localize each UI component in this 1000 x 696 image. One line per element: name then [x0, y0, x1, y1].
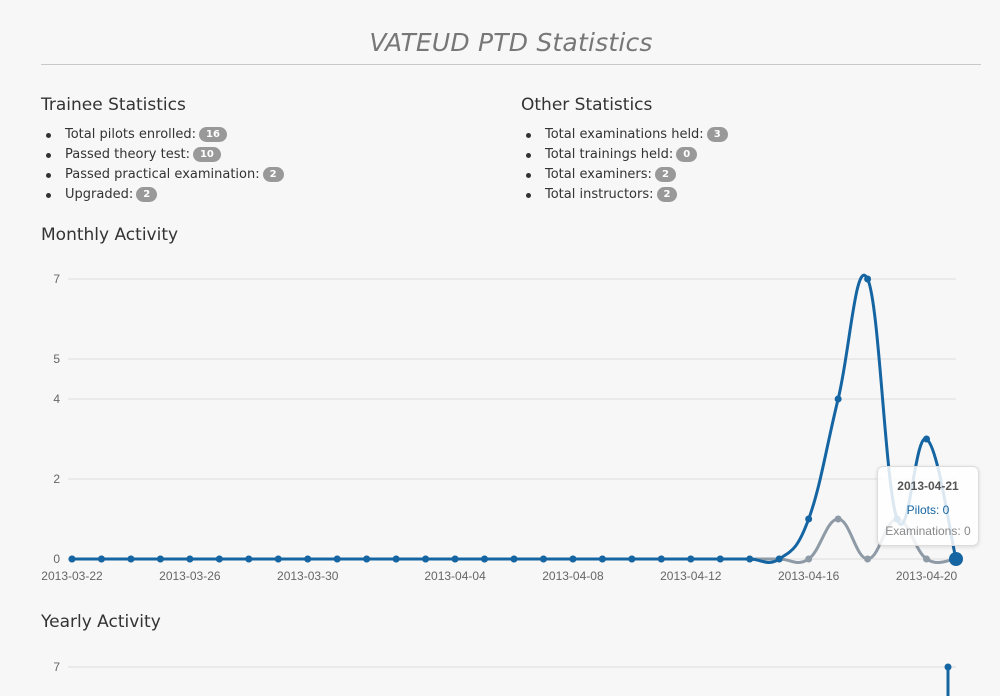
data-point-examinations: [864, 555, 872, 563]
data-point-pilots: [864, 275, 872, 283]
stat-count-badge: 0: [676, 147, 698, 162]
stat-label: Total instructors:: [545, 187, 654, 202]
tooltip-date: 2013-04-21: [897, 479, 959, 493]
data-point-examinations: [923, 555, 931, 563]
x-tick-label: 2013-04-04: [424, 569, 486, 583]
monthly-activity-heading: Monthly Activity: [41, 225, 179, 245]
stat-count-badge: 2: [654, 167, 676, 182]
data-point-pilots: [569, 555, 577, 563]
stat-count-badge: 2: [262, 167, 284, 182]
data-point-pilots: [127, 555, 135, 563]
stat-item: Total examiners: 2: [521, 165, 728, 185]
stat-label: Total examinations held:: [545, 127, 704, 142]
data-point-pilots: [834, 395, 842, 403]
data-point-pilots: [68, 555, 76, 563]
stat-item: Total pilots enrolled: 16: [41, 125, 284, 145]
stat-item: Passed theory test: 10: [41, 145, 284, 165]
y-tick-label: 4: [53, 392, 60, 406]
data-point-pilots: [628, 555, 636, 563]
data-point-pilots: [598, 555, 606, 563]
x-tick-label: 2013-04-08: [542, 569, 604, 583]
data-point-pilots: [775, 555, 783, 563]
data-point-pilots: [245, 555, 253, 563]
other-statistics-list: Total examinations held: 3 Total trainings…: [521, 125, 728, 205]
other-statistics-heading: Other Statistics: [521, 95, 653, 115]
stat-label: Total examiners:: [545, 167, 652, 182]
data-point-pilots: [746, 555, 754, 563]
stat-count-badge: 2: [136, 187, 158, 202]
data-point-pilots: [923, 435, 931, 443]
stat-label: Upgraded:: [65, 187, 134, 202]
y-tick-label: 2: [53, 472, 60, 486]
x-tick-label: 2013-04-16: [778, 569, 840, 583]
trainee-statistics-heading: Trainee Statistics: [41, 95, 186, 115]
title-divider: [41, 64, 981, 65]
yearly-activity-chart: 7: [53, 660, 956, 696]
stat-label: Passed practical examination:: [65, 167, 260, 182]
x-tick-label: 2013-03-26: [159, 569, 221, 583]
stat-item: Total instructors: 2: [521, 185, 728, 205]
y-tick-label: 7: [53, 272, 60, 286]
data-point-pilots: [481, 555, 489, 563]
chart-tooltip: 2013-04-21 Pilots: 0 Examinations: 0: [877, 466, 979, 546]
data-point-pilots: [944, 663, 952, 671]
data-point-pilots: [304, 555, 312, 563]
stat-count-badge: 3: [706, 127, 728, 142]
data-point-pilots: [186, 555, 194, 563]
monthly-activity-chart: 0 2 4 5 7 2013-03-22 2013-03-26 2013-03-30 2013-…: [41, 272, 963, 583]
data-point-pilots: [422, 555, 430, 563]
data-point-pilots: [156, 555, 164, 563]
data-point-pilots: [451, 555, 459, 563]
data-point-examinations: [834, 515, 842, 523]
x-tick-label: 2013-03-30: [277, 569, 339, 583]
data-point-pilots: [687, 555, 695, 563]
y-tick-label: 7: [53, 660, 60, 674]
data-point-pilots: [949, 552, 963, 566]
yearly-activity-heading: Yearly Activity: [41, 612, 161, 632]
x-tick-label: 2013-04-12: [660, 569, 722, 583]
data-point-pilots: [805, 515, 813, 523]
y-tick-label: 5: [53, 352, 60, 366]
data-point-examinations: [805, 555, 813, 563]
data-point-pilots: [333, 555, 341, 563]
stat-item: Upgraded: 2: [41, 185, 284, 205]
data-point-pilots: [392, 555, 400, 563]
series-line-pilots: [71, 274, 958, 565]
page-title: VATEUD PTD Statistics: [369, 28, 653, 57]
data-point-pilots: [97, 555, 105, 563]
stat-item: Total trainings held: 0: [521, 145, 728, 165]
stat-label: Total trainings held:: [545, 147, 674, 162]
stat-item: Passed practical examination: 2: [41, 165, 284, 185]
data-point-pilots: [539, 555, 547, 563]
stat-count-badge: 2: [656, 187, 678, 202]
trainee-statistics-list: Total pilots enrolled: 16 Passed theory te…: [41, 125, 284, 205]
data-point-pilots: [510, 555, 518, 563]
x-tick-label: 2013-04-20: [896, 569, 958, 583]
data-point-pilots: [716, 555, 724, 563]
data-point-pilots: [274, 555, 282, 563]
stat-count-badge: 16: [199, 127, 227, 142]
tooltip-pilots: Pilots: 0: [906, 503, 950, 517]
stat-label: Total pilots enrolled:: [65, 127, 197, 142]
tooltip-examinations: Examinations: 0: [885, 524, 971, 538]
x-tick-label: 2013-03-22: [41, 569, 103, 583]
data-point-pilots: [215, 555, 223, 563]
stat-label: Passed theory test:: [65, 147, 190, 162]
stat-count-badge: 10: [192, 147, 221, 162]
y-tick-label: 0: [53, 552, 60, 566]
data-point-pilots: [363, 555, 371, 563]
data-point-pilots: [657, 555, 665, 563]
stat-item: Total examinations held: 3: [521, 125, 728, 145]
